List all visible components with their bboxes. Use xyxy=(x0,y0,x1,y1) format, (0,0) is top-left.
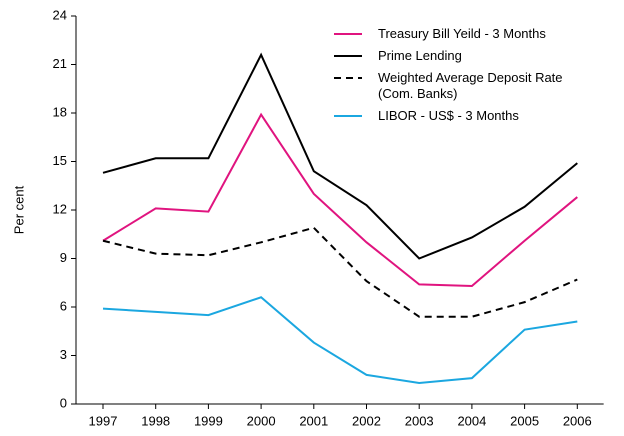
legend-label: Treasury Bill Yeild - 3 Months xyxy=(378,26,546,41)
legend-item: LIBOR - US$ - 3 Months xyxy=(334,108,563,124)
legend-swatch xyxy=(334,70,362,86)
x-tick-label: 2001 xyxy=(299,413,328,428)
x-tick-label: 2006 xyxy=(563,413,592,428)
legend-item: Prime Lending xyxy=(334,48,563,64)
legend-label: LIBOR - US$ - 3 Months xyxy=(378,108,519,123)
y-tick-label: 3 xyxy=(60,347,67,362)
legend-swatch xyxy=(334,26,362,42)
y-tick-label: 12 xyxy=(53,201,67,216)
y-tick-label: 0 xyxy=(60,395,67,410)
legend-swatch-svg xyxy=(334,55,362,57)
x-tick-label: 2002 xyxy=(352,413,381,428)
x-tick-label: 1999 xyxy=(194,413,223,428)
legend-label: Weighted Average Deposit Rate (Com. Bank… xyxy=(378,70,563,101)
x-tick-label: 2003 xyxy=(405,413,434,428)
series-line xyxy=(102,226,578,318)
x-tick-label: 2000 xyxy=(247,413,276,428)
y-tick-label: 15 xyxy=(53,153,67,168)
legend-swatch-svg xyxy=(334,115,362,117)
x-tick-label: 1998 xyxy=(141,413,170,428)
legend-label: Prime Lending xyxy=(378,48,462,63)
x-tick-label: 2005 xyxy=(510,413,539,428)
series-line xyxy=(102,296,578,384)
series-line xyxy=(102,52,578,260)
legend-swatch-svg xyxy=(334,77,362,79)
series-line xyxy=(102,112,578,287)
legend-item: Treasury Bill Yeild - 3 Months xyxy=(334,26,563,42)
y-tick-label: 21 xyxy=(53,56,67,71)
y-axis-label: Per cent xyxy=(11,185,26,234)
legend-item: Weighted Average Deposit Rate (Com. Bank… xyxy=(334,70,563,102)
legend-swatch xyxy=(334,48,362,64)
y-tick-label: 18 xyxy=(53,104,67,119)
x-tick-label: 2004 xyxy=(457,413,486,428)
legend-swatch-svg xyxy=(334,33,362,35)
y-tick-label: 6 xyxy=(60,298,67,313)
y-tick-label: 24 xyxy=(53,7,67,22)
y-tick-label: 9 xyxy=(60,250,67,265)
x-tick-label: 1997 xyxy=(89,413,118,428)
legend: Treasury Bill Yeild - 3 Months Prime Lend… xyxy=(334,26,563,130)
legend-swatch xyxy=(334,108,362,124)
